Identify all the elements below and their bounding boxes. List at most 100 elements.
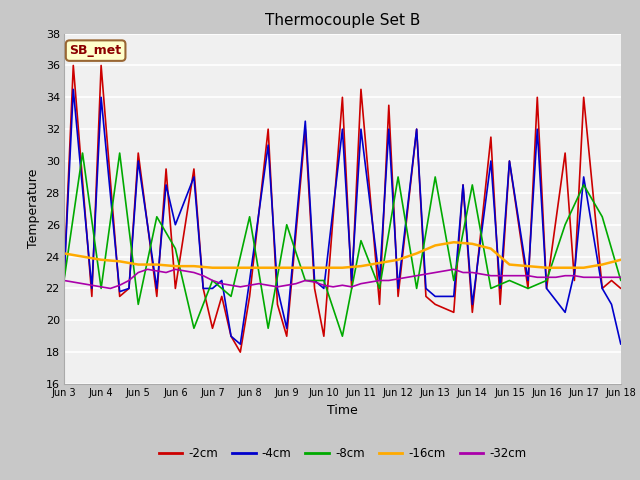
-2cm (209, 325, 216, 331)
-2cm (60, 277, 68, 283)
-16cm (413, 251, 420, 256)
-4cm (598, 286, 606, 291)
-16cm (301, 265, 309, 271)
-32cm (413, 273, 420, 278)
-2cm (543, 286, 550, 291)
-16cm (376, 260, 383, 266)
-16cm (598, 262, 606, 267)
-8cm (60, 277, 68, 283)
-8cm (580, 182, 588, 188)
-2cm (357, 86, 365, 92)
-2cm (69, 62, 77, 68)
-4cm (534, 126, 541, 132)
Legend: -2cm, -4cm, -8cm, -16cm, -32cm: -2cm, -4cm, -8cm, -16cm, -32cm (154, 443, 531, 465)
-4cm (571, 270, 579, 276)
-32cm (274, 284, 282, 290)
-8cm (524, 286, 532, 291)
-2cm (487, 134, 495, 140)
-2cm (571, 277, 579, 283)
-2cm (468, 310, 476, 315)
-16cm (134, 262, 142, 267)
-4cm (339, 126, 346, 132)
-16cm (190, 263, 198, 269)
-8cm (431, 174, 439, 180)
-16cm (79, 254, 86, 260)
-2cm (246, 293, 253, 300)
-2cm (561, 150, 569, 156)
-8cm (543, 277, 550, 283)
-8cm (617, 277, 625, 283)
-16cm (394, 257, 402, 263)
-32cm (143, 266, 151, 272)
-8cm (246, 214, 253, 220)
-32cm (561, 273, 569, 278)
-2cm (320, 333, 328, 339)
Title: Thermocouple Set B: Thermocouple Set B (265, 13, 420, 28)
-2cm (153, 293, 161, 300)
-16cm (283, 265, 291, 271)
-2cm (88, 293, 96, 300)
Y-axis label: Temperature: Temperature (27, 169, 40, 249)
-2cm (116, 293, 124, 300)
-16cm (264, 265, 272, 271)
-32cm (106, 286, 115, 291)
-2cm (134, 150, 142, 156)
-2cm (218, 293, 226, 300)
-8cm (561, 222, 569, 228)
-16cm (506, 262, 513, 267)
-4cm (283, 325, 291, 331)
-4cm (460, 182, 467, 188)
-16cm (357, 263, 365, 269)
-16cm (561, 265, 569, 271)
-32cm (190, 270, 198, 276)
-8cm (468, 182, 476, 188)
-4cm (237, 341, 244, 347)
-8cm (598, 214, 606, 220)
-4cm (422, 286, 430, 291)
-2cm (237, 349, 244, 355)
-8cm (153, 214, 161, 220)
-2cm (534, 95, 541, 100)
-4cm (97, 95, 105, 100)
-16cm (60, 251, 68, 256)
-8cm (116, 150, 124, 156)
-4cm (246, 277, 253, 283)
-2cm (301, 126, 309, 132)
-4cm (608, 301, 616, 307)
-2cm (283, 333, 291, 339)
-16cm (172, 263, 179, 269)
-16cm (580, 265, 588, 271)
-8cm (172, 246, 179, 252)
-8cm (209, 277, 216, 283)
-2cm (506, 158, 513, 164)
-2cm (227, 333, 235, 339)
-8cm (134, 301, 142, 307)
-4cm (116, 289, 124, 295)
-32cm (209, 277, 216, 283)
-2cm (450, 310, 458, 315)
-2cm (497, 301, 504, 307)
-8cm (190, 325, 198, 331)
-2cm (394, 293, 402, 300)
Line: -8cm: -8cm (64, 153, 621, 336)
-8cm (79, 150, 86, 156)
-4cm (497, 286, 504, 291)
-16cm (450, 240, 458, 245)
-4cm (357, 126, 365, 132)
-8cm (487, 286, 495, 291)
-2cm (200, 286, 207, 291)
-4cm (172, 222, 179, 228)
Line: -2cm: -2cm (64, 65, 621, 352)
-2cm (431, 301, 439, 307)
-2cm (310, 286, 318, 291)
-8cm (227, 293, 235, 300)
-2cm (163, 166, 170, 172)
-4cm (218, 277, 226, 283)
-4cm (543, 286, 550, 291)
-16cm (431, 242, 439, 248)
-2cm (376, 301, 383, 307)
-4cm (264, 142, 272, 148)
-4cm (450, 293, 458, 300)
-2cm (598, 286, 606, 291)
-4cm (134, 158, 142, 164)
